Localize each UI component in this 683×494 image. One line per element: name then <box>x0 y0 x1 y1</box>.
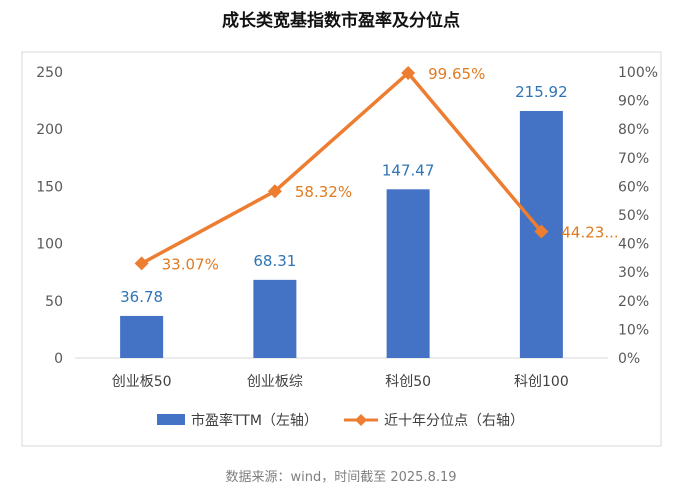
left-axis-tick: 150 <box>36 179 63 195</box>
right-axis: 0% 10% 20% 30% 40% 50% 60% 70% 80% 90% 100% <box>618 65 658 367</box>
bar <box>386 189 430 358</box>
right-axis-tick: 50% <box>618 208 649 224</box>
right-axis-tick: 70% <box>618 151 649 167</box>
line-data-label: 99.65% <box>428 65 485 83</box>
right-axis-tick: 10% <box>618 322 649 338</box>
right-axis-tick: 40% <box>618 237 649 253</box>
bar-data-label: 36.78 <box>120 288 163 306</box>
left-axis-tick: 200 <box>36 122 63 138</box>
line-data-label: 33.07% <box>162 255 219 273</box>
right-axis-tick: 0% <box>618 351 640 367</box>
bar <box>120 315 164 358</box>
legend: 市盈率TTM（左轴） 近十年分位点（右轴） <box>157 412 524 429</box>
left-axis-tick: 250 <box>36 65 63 81</box>
bar-data-label: 147.47 <box>382 161 435 179</box>
legend-bar-label: 市盈率TTM（左轴） <box>191 412 318 429</box>
line-marker <box>267 184 282 199</box>
right-axis-tick: 90% <box>618 94 649 110</box>
category-label: 科创100 <box>514 374 569 390</box>
line-path <box>140 71 543 265</box>
left-axis-tick: 100 <box>36 237 63 253</box>
left-axis-tick: 50 <box>45 294 63 310</box>
bar <box>253 279 297 358</box>
right-axis-tick: 80% <box>618 122 649 138</box>
bar-series: 36.78 68.31 147.47 215.92 <box>120 83 568 358</box>
line-series: 33.07% 58.32% 99.65% 44.23... <box>134 65 619 273</box>
chart-title: 成长类宽基指数市盈率及分位点 <box>222 10 460 31</box>
legend-line-marker <box>355 414 367 426</box>
line-data-label: 44.23... <box>561 224 618 242</box>
left-axis: 0 50 100 150 200 250 <box>36 65 63 367</box>
right-axis-tick: 100% <box>618 65 658 81</box>
legend-line-label: 近十年分位点（右轴） <box>384 413 524 429</box>
category-label: 创业板综 <box>247 374 303 390</box>
bar-data-label: 215.92 <box>515 83 568 101</box>
right-axis-tick: 20% <box>618 294 649 310</box>
bar-data-label: 68.31 <box>253 252 296 270</box>
category-labels: 创业板50 创业板综 科创50 科创100 <box>112 374 569 390</box>
right-axis-tick: 30% <box>618 265 649 281</box>
legend-bar-swatch <box>157 414 185 425</box>
chart-frame <box>21 51 662 447</box>
line-marker <box>401 66 416 81</box>
right-axis-tick: 60% <box>618 179 649 195</box>
line-marker <box>534 224 549 239</box>
left-axis-tick: 0 <box>54 351 63 367</box>
line-marker <box>134 256 149 271</box>
line-data-label: 58.32% <box>295 183 352 201</box>
category-label: 科创50 <box>385 374 431 390</box>
source-note: 数据来源：wind，时间截至 2025.8.19 <box>225 470 456 485</box>
category-label: 创业板50 <box>112 374 172 390</box>
